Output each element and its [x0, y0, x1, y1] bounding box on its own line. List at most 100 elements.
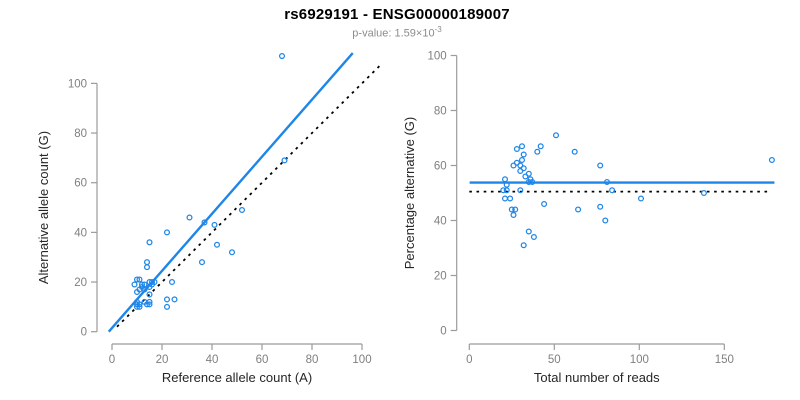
y-tick-label: 40	[434, 216, 447, 228]
y-tick-label: 20	[74, 277, 87, 289]
data-point	[530, 233, 537, 241]
data-point	[513, 145, 520, 153]
data-point	[501, 195, 509, 202]
data-point	[602, 217, 609, 224]
data-point	[537, 143, 544, 150]
data-point	[517, 187, 524, 194]
chart-subtitle: p-value: 1.59×10-3	[0, 25, 794, 40]
data-point	[138, 281, 146, 288]
pvalue-text: p-value: 1.59×10	[352, 27, 435, 40]
data-point	[520, 151, 527, 158]
data-point	[503, 181, 510, 188]
identity-line	[116, 64, 382, 328]
data-point	[163, 229, 171, 236]
y-tick-label: 0	[440, 326, 446, 338]
data-point	[146, 239, 153, 246]
y-tick-label: 80	[74, 128, 87, 140]
data-point	[700, 189, 707, 197]
data-point	[278, 53, 286, 60]
plot-allele-counts: 0 20 40 60 80 100 0 20 40 60 80 100 Reference allele…	[36, 52, 382, 385]
y-tick-label: 60	[74, 178, 87, 190]
x-axis-title: Total number of reads	[534, 370, 660, 385]
data-point	[637, 195, 645, 202]
data-point	[534, 148, 541, 155]
plot-percentage-reads: 0 20 40 60 80 100 0 50 100 150 Total number of rea…	[402, 51, 775, 385]
x-tick-label: 80	[306, 354, 319, 366]
data-point	[510, 211, 517, 219]
x-tick-label: 0	[466, 354, 472, 366]
x-tick-label: 60	[256, 354, 269, 366]
x-tick-label: 100	[352, 354, 371, 366]
y-tick-label: 100	[68, 78, 87, 90]
data-point	[238, 206, 246, 214]
data-point	[143, 259, 151, 266]
x-tick-label: 100	[630, 354, 649, 366]
data-point	[148, 281, 156, 288]
data-point	[525, 228, 532, 235]
data-point	[518, 143, 526, 150]
data-point	[211, 221, 218, 228]
x-tick-label: 0	[109, 354, 115, 366]
data-point	[136, 301, 143, 308]
data-point	[136, 276, 143, 283]
data-point	[768, 156, 775, 164]
data-point	[146, 301, 153, 308]
data-point	[213, 241, 221, 248]
data-point	[603, 178, 611, 186]
data-point	[541, 200, 548, 208]
y-axis-title: Alternative allele count (G)	[36, 131, 51, 284]
y-tick-label: 0	[81, 327, 87, 339]
data-point	[146, 298, 153, 305]
data-point	[146, 291, 153, 298]
regression-line	[107, 52, 354, 333]
data-point	[186, 214, 193, 221]
data-point	[143, 264, 151, 271]
data-point	[512, 206, 519, 213]
pvalue-exponent: -3	[434, 25, 442, 34]
data-point	[517, 167, 524, 175]
data-point	[609, 187, 616, 194]
chart-title: rs6929191 - ENSG00000189007	[284, 6, 510, 23]
data-point	[597, 162, 604, 169]
y-tick-label: 40	[74, 227, 87, 239]
data-point	[503, 187, 510, 194]
y-tick-label: 100	[428, 51, 447, 63]
data-point	[571, 148, 578, 155]
data-point	[163, 303, 171, 310]
data-point	[228, 249, 236, 256]
data-point	[520, 242, 527, 249]
data-point	[148, 279, 156, 286]
data-point	[501, 176, 509, 183]
x-tick-label: 50	[548, 354, 561, 366]
y-tick-label: 20	[434, 271, 447, 283]
x-tick-label: 20	[156, 354, 169, 366]
data-point	[168, 279, 176, 286]
data-point	[131, 281, 138, 288]
data-point	[141, 286, 148, 293]
data-point	[163, 296, 171, 303]
data-point	[201, 219, 208, 226]
data-points	[500, 132, 775, 249]
data-point	[133, 276, 141, 283]
data-point	[597, 203, 604, 210]
data-point	[281, 157, 288, 164]
data-point	[575, 206, 582, 213]
x-tick-label: 40	[206, 354, 219, 366]
y-tick-label: 80	[434, 106, 447, 118]
data-point	[500, 187, 507, 194]
x-tick-label: 150	[715, 354, 734, 366]
data-point	[198, 259, 206, 266]
x-axis-title: Reference allele count (A)	[162, 370, 312, 385]
data-point	[508, 206, 515, 213]
y-tick-label: 60	[434, 161, 447, 173]
data-point	[136, 303, 143, 310]
data-point	[525, 170, 532, 177]
data-point	[552, 132, 560, 139]
y-axis-title: Percentage alternative (G)	[402, 117, 417, 269]
data-point	[525, 178, 532, 186]
data-points	[131, 53, 288, 310]
data-point	[529, 178, 536, 186]
data-point	[171, 296, 178, 303]
